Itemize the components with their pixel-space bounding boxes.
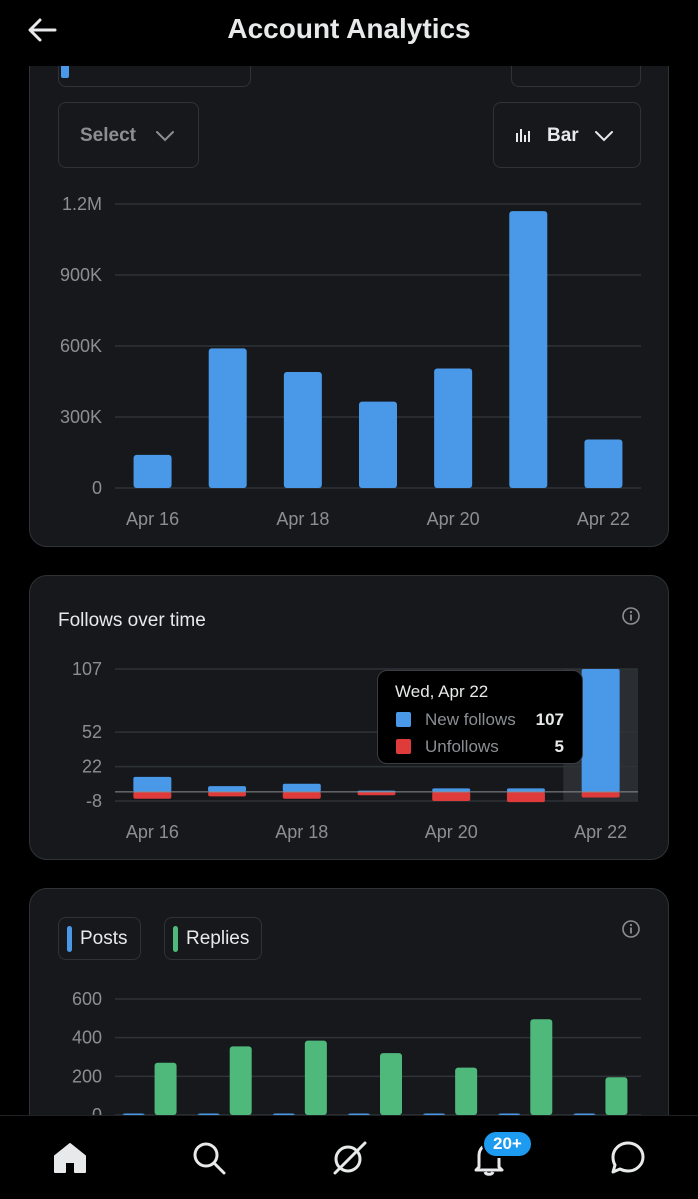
bar <box>133 776 172 792</box>
bar <box>272 1113 295 1115</box>
legend-replies[interactable]: Replies <box>164 917 263 960</box>
bar <box>133 791 172 799</box>
bar <box>509 211 548 488</box>
bar <box>530 1019 553 1115</box>
y-tick-label: 900K <box>60 265 102 285</box>
legend-posts-label: Posts <box>80 927 128 949</box>
y-tick-label: 107 <box>72 659 102 679</box>
bar <box>283 372 322 488</box>
x-tick-label: Apr 20 <box>427 509 480 529</box>
x-tick-label: Apr 16 <box>126 822 179 842</box>
impressions-card: Select Bar 1.2M 900K 600K 300K 0 Apr 16 Apr 18… <box>29 40 669 547</box>
y-tick-label: 600 <box>72 989 102 1009</box>
bar <box>304 1040 327 1115</box>
legend-replies-label: Replies <box>186 927 250 949</box>
chevron-down-icon <box>595 131 613 142</box>
bar <box>208 348 247 488</box>
y-tick-label: 22 <box>82 757 102 777</box>
y-tick-label: 600K <box>60 336 102 356</box>
bar <box>581 791 620 798</box>
y-tick-label: 200 <box>72 1066 102 1086</box>
x-tick-label: Apr 22 <box>574 822 627 842</box>
bar <box>122 1113 145 1115</box>
notifications-badge: 20+ <box>482 1130 533 1158</box>
tooltip-new-follows-label: New follows <box>425 710 516 729</box>
search-icon <box>193 1142 226 1175</box>
bottom-nav <box>0 1115 698 1199</box>
legend-posts[interactable]: Posts <box>58 917 141 960</box>
y-tick-label: 300K <box>60 407 102 427</box>
bar <box>432 791 471 801</box>
bar <box>282 791 321 799</box>
legend-replies-color <box>173 925 178 952</box>
bar <box>498 1113 521 1115</box>
chat-bubble-icon <box>611 1141 645 1174</box>
y-tick-label: -8 <box>86 791 102 811</box>
top-bar: Account Analytics <box>0 0 698 66</box>
bar <box>455 1067 478 1115</box>
bar <box>154 1062 177 1115</box>
bar <box>584 439 623 488</box>
select-dropdown-label: Select <box>80 125 136 146</box>
posts-chart: 6004002000 <box>72 989 641 1125</box>
tooltip-date: Wed, Apr 22 <box>395 682 489 701</box>
chart-type-label: Bar <box>547 125 579 146</box>
x-tick-label: Apr 22 <box>577 509 630 529</box>
bar <box>208 791 247 797</box>
x-tick-label: Apr 20 <box>425 822 478 842</box>
bar <box>229 1046 252 1115</box>
tooltip-new-follows-swatch <box>396 712 411 727</box>
nav-messages[interactable] <box>606 1136 650 1180</box>
bar <box>605 1077 628 1115</box>
x-tick-label: Apr 18 <box>276 509 329 529</box>
info-icon[interactable] <box>621 919 641 939</box>
bar <box>506 788 545 792</box>
bar-chart-icon <box>516 129 530 142</box>
nav-grok[interactable] <box>327 1136 371 1180</box>
follows-chart: 107 52 22 -8 Apr 16 Apr 18 Apr 20 Apr 22 <box>72 659 638 842</box>
nav-home[interactable] <box>48 1136 92 1180</box>
follows-tooltip: Wed, Apr 22 New follows 107 Unfollows 5 <box>377 670 583 764</box>
x-tick-label: Apr 16 <box>126 509 179 529</box>
impressions-chart: 1.2M 900K 600K 300K 0 Apr 16 Apr 18 Apr 20 Apr 2… <box>60 194 641 529</box>
bar <box>506 791 545 803</box>
y-tick-label: 52 <box>82 722 102 742</box>
tooltip-unfollows-swatch <box>396 739 411 754</box>
nav-search[interactable] <box>187 1136 231 1180</box>
bar <box>423 1113 446 1115</box>
legend-posts-color <box>67 925 72 952</box>
y-tick-label: 1.2M <box>62 194 102 214</box>
x-tick-label: Apr 18 <box>275 822 328 842</box>
bar <box>208 786 247 792</box>
y-tick-label: 400 <box>72 1028 102 1048</box>
y-tick-label: 0 <box>92 478 102 498</box>
chart-type-dropdown[interactable]: Bar <box>493 102 641 168</box>
bar <box>197 1113 220 1115</box>
bar <box>357 791 396 796</box>
bar <box>434 368 473 488</box>
bar <box>348 1113 370 1115</box>
arrow-left-icon <box>28 18 57 42</box>
tooltip-unfollows-label: Unfollows <box>425 737 499 756</box>
bar <box>133 454 172 488</box>
bar <box>282 783 321 792</box>
back-button[interactable] <box>22 12 62 48</box>
bar <box>581 669 620 792</box>
bar <box>573 1113 596 1115</box>
page-title: Account Analytics <box>227 13 471 44</box>
info-icon[interactable] <box>621 606 641 626</box>
tooltip-new-follows-value: 107 <box>535 710 564 729</box>
chevron-down-icon <box>156 131 174 142</box>
tooltip-unfollows-value: 5 <box>554 737 564 756</box>
bar <box>432 788 471 792</box>
follows-card-title: Follows over time <box>58 610 206 631</box>
select-dropdown[interactable]: Select <box>58 102 199 168</box>
grok-icon <box>333 1141 367 1175</box>
bar <box>359 401 397 488</box>
bar <box>380 1053 402 1115</box>
home-icon <box>54 1143 86 1173</box>
